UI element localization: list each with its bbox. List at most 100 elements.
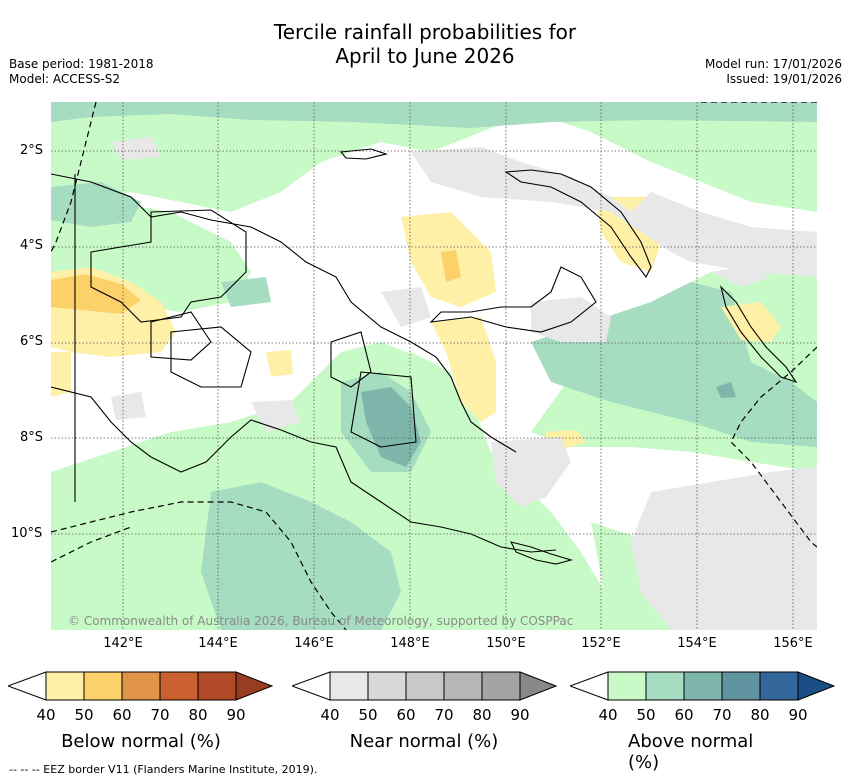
meta-right: Model run: 17/01/2026 Issued: 19/01/2026 [705, 57, 842, 87]
cb-below-seg-2 [83, 671, 123, 701]
below-region-central [266, 350, 293, 377]
colorbar-above [570, 671, 836, 701]
eez-footnote: -- -- -- EEZ border V11 (Flanders Marine… [9, 763, 318, 776]
above50-north [51, 102, 817, 128]
cb-above-seg-5 [759, 671, 799, 701]
lon-label-156e: 156°E [773, 636, 813, 651]
near-region-north [411, 147, 817, 277]
near-region-small [111, 137, 161, 160]
manus-outline [339, 148, 388, 160]
lon-label-144e: 144°E [198, 636, 238, 651]
islands-southeast [509, 541, 574, 565]
near-normal-regions [111, 137, 817, 630]
colorbar-above-title: Above normal (%) [628, 731, 754, 773]
province-5 [350, 371, 417, 448]
cb-below-seg-1 [45, 671, 85, 701]
cb-near-seg-6 [519, 671, 558, 701]
lat-label-2s: 2°S [20, 143, 44, 158]
cb-near-tick-60: 60 [396, 706, 416, 724]
province-3 [170, 326, 252, 388]
below-normal-regions [51, 197, 781, 450]
newireland-outline [504, 169, 652, 279]
province-2 [150, 311, 212, 361]
graticule [51, 102, 817, 630]
cb-near-seg-5 [481, 671, 521, 701]
lon-label-142e: 142°E [103, 636, 143, 651]
near-region-ne [711, 267, 771, 287]
cb-above-tick-40: 40 [598, 706, 618, 724]
lon-label-152e: 152°E [581, 636, 621, 651]
cb-above-seg-0 [570, 671, 609, 701]
map-canvas [51, 102, 817, 630]
lat-label-4s: 4°S [20, 238, 44, 253]
near-region-mid [381, 287, 431, 327]
cb-near-seg-4 [443, 671, 483, 701]
meta-left: Base period: 1981-2018 Model: ACCESS-S2 [9, 57, 154, 87]
lat-label-6s: 6°S [20, 334, 44, 349]
province-4 [330, 331, 372, 388]
cb-above-tick-50: 50 [636, 706, 656, 724]
eez-borders [51, 102, 817, 630]
cb-below-tick-80: 80 [188, 706, 208, 724]
cb-above-seg-6 [797, 671, 836, 701]
near-region-east [531, 297, 611, 342]
above-normal-60 [361, 382, 736, 467]
colorbar-near-title: Near normal (%) [349, 731, 499, 752]
above-region-south [51, 342, 631, 630]
below-region-west2 [51, 352, 71, 397]
cb-below-tick-40: 40 [36, 706, 56, 724]
model-run: Model run: 17/01/2026 [704, 57, 842, 71]
cb-above-seg-2 [645, 671, 685, 701]
cb-below-tick-90: 90 [226, 706, 246, 724]
cb-near-tick-40: 40 [320, 706, 340, 724]
cb-near-seg-2 [367, 671, 407, 701]
cb-above-tick-60: 60 [674, 706, 694, 724]
cb-below-tick-50: 50 [74, 706, 94, 724]
title-line-2: April to June 2026 [335, 44, 515, 68]
province-1 [90, 209, 247, 323]
cb-above-tick-80: 80 [750, 706, 770, 724]
cb-near-tick-80: 80 [472, 706, 492, 724]
cb-above-tick-70: 70 [712, 706, 732, 724]
lon-label-154e: 154°E [677, 636, 717, 651]
below-region-50b [441, 250, 461, 282]
cb-below-seg-6 [235, 671, 274, 701]
lon-label-150e: 150°E [486, 636, 526, 651]
cb-below-seg-5 [197, 671, 237, 701]
newbritain-outline [429, 266, 597, 333]
cb-near-tick-50: 50 [358, 706, 378, 724]
lon-label-146e: 146°E [294, 636, 334, 651]
cb-near-seg-0 [292, 671, 331, 701]
mainland-south-coast [51, 386, 557, 553]
cb-near-seg-3 [405, 671, 445, 701]
title-line-1: Tercile rainfall probabilities for [273, 20, 577, 44]
bougainville-outline [719, 285, 798, 384]
above60-east [716, 382, 736, 398]
copyright-credit: © Commonwealth of Australia 2026, Bureau… [68, 614, 574, 628]
colorbar-below-title: Below normal (%) [61, 731, 221, 752]
above50-south [201, 482, 401, 630]
above-region-north [51, 102, 817, 212]
near-region-west [111, 392, 146, 420]
cb-below-tick-60: 60 [112, 706, 132, 724]
coastlines [51, 148, 798, 565]
near-region-southeast [631, 467, 817, 630]
issued-date: Issued: 19/01/2026 [726, 72, 842, 86]
cb-above-seg-1 [607, 671, 647, 701]
map-title: Tercile rainfall probabilities for April… [0, 20, 850, 68]
probability-map [51, 102, 817, 630]
below-region-bougainville [721, 302, 781, 342]
lat-label-8s: 8°S [20, 430, 44, 445]
base-period: Base period: 1981-2018 [9, 57, 154, 71]
cb-near-seg-1 [329, 671, 369, 701]
cb-above-seg-3 [683, 671, 723, 701]
colorbar-below [8, 671, 274, 701]
cb-above-tick-90: 90 [788, 706, 808, 724]
above60-central [361, 387, 421, 467]
lon-label-148e: 148°E [390, 636, 430, 651]
cb-above-seg-4 [721, 671, 761, 701]
cb-below-seg-0 [8, 671, 47, 701]
cb-below-tick-70: 70 [150, 706, 170, 724]
cb-near-tick-70: 70 [434, 706, 454, 724]
cb-below-seg-3 [121, 671, 161, 701]
